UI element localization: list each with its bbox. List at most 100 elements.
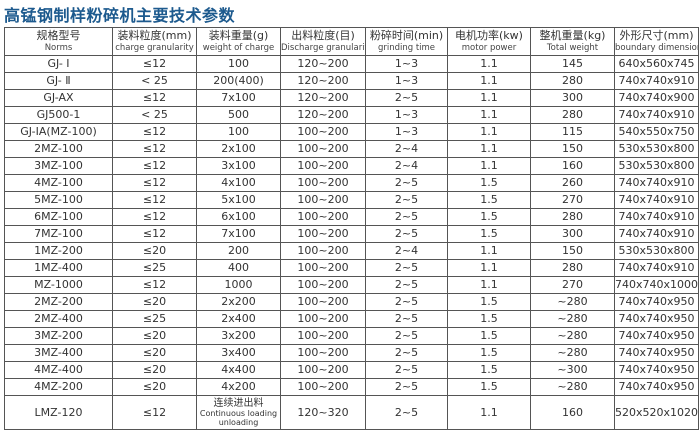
cell: 640x560x745 [614,55,699,73]
header-en: grinding time [377,42,436,53]
cell: 530x530x800 [614,140,699,158]
cell: ≤12 [112,140,197,158]
cell: 280 [530,72,615,90]
cell: 100~200 [280,242,366,260]
cell: 1.1 [447,259,531,277]
header-en: charge granularity [115,42,194,53]
column-header: 出料粒度(目) Discharge granularity [280,27,366,56]
cell: < 25 [112,72,197,90]
header-cn: 外形尺寸(mm) [619,28,694,42]
cell: 120~320 [280,395,366,430]
cell: 270 [530,276,615,294]
spec-table: 规格型号 Norms 装料粒度(mm) charge granularity 装料重量(… [4,27,699,430]
cell: 2MZ-200 [4,293,113,311]
cell: 280 [530,106,615,124]
cell: 4x400 [196,361,281,379]
cell: 7x100 [196,225,281,243]
cell: 1.1 [447,106,531,124]
table-row: GJ500-1 < 25 500 120~200 1~3 1.1 280 740x740x91… [4,106,699,124]
cell: 740x740x900 [614,89,699,107]
cell: ~280 [530,293,615,311]
column-header: 装料重量(g) weight of charge [196,27,281,56]
cell: ~280 [530,327,615,345]
cell: 400 [196,259,281,277]
cell: ~280 [530,378,615,396]
cell: 1.1 [447,395,531,430]
cell: 4MZ-100 [4,174,113,192]
cell: 100~200 [280,225,366,243]
cell: 100~200 [280,361,366,379]
cell: 740x740x950 [614,344,699,362]
column-header: 外形尺寸(mm) boundary dimension [614,27,699,56]
cell: 145 [530,55,615,73]
cell: 2~5 [365,276,448,294]
cell: 2~5 [365,174,448,192]
cell: ≤12 [112,208,197,226]
cell: 100~200 [280,293,366,311]
cell: 740x740x910 [614,72,699,90]
cell-en: Continuous loading [199,409,278,418]
table-row: 6MZ-100 ≤12 6x100 100~200 2~5 1.5 280 740x740x9… [4,208,699,226]
table-row: GJ- Ⅱ < 25 200(400) 120~200 1~3 1.1 280 740x740… [4,72,699,90]
table-row: 4MZ-200 ≤20 4x200 100~200 2~5 1.5 ~280 740x740x… [4,378,699,396]
header-en: motor power [461,42,517,53]
cell: < 25 [112,106,197,124]
cell: 530x530x800 [614,242,699,260]
cell: 6MZ-100 [4,208,113,226]
cell: 2~4 [365,157,448,175]
cell: 5MZ-100 [4,191,113,209]
cell: 100~200 [280,208,366,226]
table-row: 3MZ-400 ≤20 3x400 100~200 2~5 1.5 ~280 740x740x… [4,344,699,362]
cell: ≤12 [112,225,197,243]
cell: 3MZ-100 [4,157,113,175]
header-cn: 电机功率(kw) [455,28,523,42]
cell: 1.1 [447,89,531,107]
cell: 2~4 [365,242,448,260]
column-header: 装料粒度(mm) charge granularity [112,27,197,56]
cell: 1.5 [447,310,531,328]
cell-en: unloading [218,418,259,427]
cell: 2~5 [365,327,448,345]
cell: ≤12 [112,174,197,192]
cell: 160 [530,157,615,175]
cell: ≤20 [112,361,197,379]
cell: ~280 [530,344,615,362]
cell: 4x100 [196,174,281,192]
column-header: 规格型号 Norms [4,27,113,56]
cell: 520x520x1020 [614,395,699,430]
cell: 150 [530,140,615,158]
cell: 3MZ-400 [4,344,113,362]
cell: 160 [530,395,615,430]
header-en: boundary dimension [615,42,699,53]
column-header: 电机功率(kw) motor power [447,27,531,56]
cell: ≤12 [112,157,197,175]
cell: ≤12 [112,123,197,141]
cell: 100~200 [280,378,366,396]
cell: 2~5 [365,191,448,209]
page-title: 高锰钢制样粉碎机主要技术参数 [4,6,236,25]
cell: 740x740x950 [614,327,699,345]
cell: ≤20 [112,327,197,345]
cell: 1~3 [365,106,448,124]
cell: 740x740x950 [614,310,699,328]
cell: ≤12 [112,395,197,430]
cell: 740x740x910 [614,106,699,124]
column-header: 整机重量(kg) Total weight [530,27,615,56]
cell: 2MZ-400 [4,310,113,328]
cell: 260 [530,174,615,192]
table-row: 3MZ-100 ≤12 3x100 100~200 2~4 1.1 160 530x530x8… [4,157,699,175]
cell: 740x740x910 [614,208,699,226]
table-row: 2MZ-400 ≤25 2x400 100~200 2~5 1.5 ~280 740x740x… [4,310,699,328]
cell: 1MZ-400 [4,259,113,277]
cell: ≤20 [112,242,197,260]
table-row: GJ-IA(MZ-100) ≤12 100 100~200 1~3 1.1 115 540x5… [4,123,699,141]
cell: 1.5 [447,327,531,345]
cell: 2MZ-100 [4,140,113,158]
header-cn: 出料粒度(目) [291,28,355,42]
cell: 1.1 [447,55,531,73]
header-cn: 规格型号 [36,28,81,42]
cell: 1.5 [447,293,531,311]
cell: 100~200 [280,174,366,192]
cell: 280 [530,259,615,277]
cell: 2~5 [365,378,448,396]
